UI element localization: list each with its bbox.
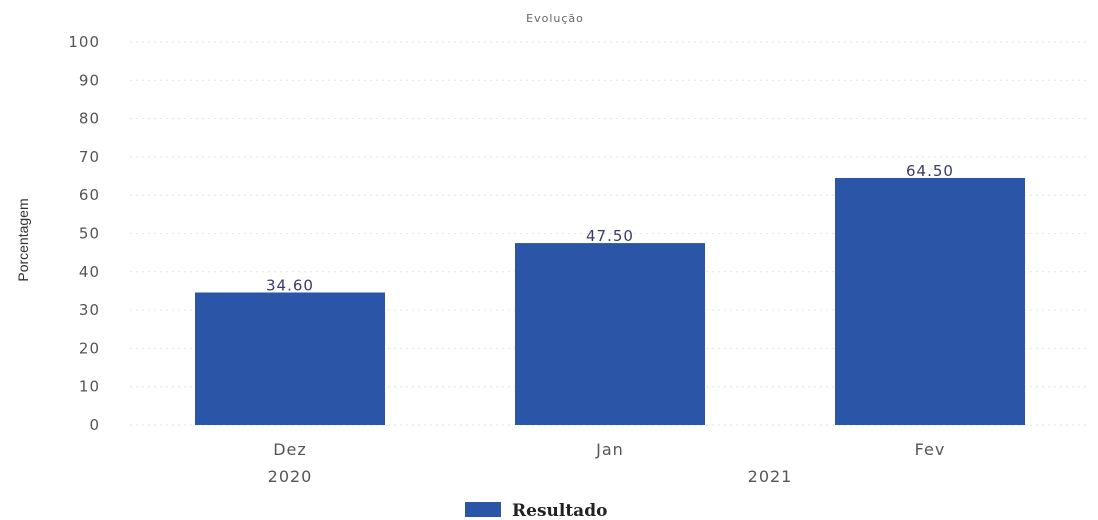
chart-title: Evolução [526, 12, 584, 25]
data-label-dez: 34.60 [266, 276, 314, 294]
y-axis-label: Porcentagem [15, 198, 31, 281]
x-tick-label-dez: Dez [273, 440, 307, 459]
y-tick-label-90: 90 [79, 71, 100, 89]
y-tick-label-10: 10 [79, 378, 100, 396]
year-label-2021: 2021 [748, 467, 793, 486]
y-tick-label-80: 80 [79, 110, 100, 128]
y-tick-label-20: 20 [79, 339, 100, 357]
y-tick-label-60: 60 [79, 186, 100, 204]
y-tick-label-50: 50 [79, 225, 100, 243]
legend-label-resultado: Resultado [512, 501, 607, 520]
y-tick-label-30: 30 [79, 301, 100, 319]
y-axis-ticks: 0 10 20 30 40 50 60 70 80 90 100 [68, 33, 100, 434]
bar-dez [195, 292, 385, 425]
x-tick-label-jan: Jan [595, 440, 624, 459]
x-tick-label-fev: Fev [915, 440, 946, 459]
data-label-fev: 64.50 [906, 162, 954, 180]
y-tick-label-100: 100 [68, 33, 100, 51]
legend-swatch-resultado [465, 502, 501, 517]
y-tick-label-40: 40 [79, 263, 100, 281]
legend: Resultado [465, 501, 607, 520]
y-tick-label-0: 0 [89, 416, 100, 434]
bar-jan [515, 243, 705, 425]
y-tick-label-70: 70 [79, 148, 100, 166]
bars: 34.60 47.50 64.50 [195, 162, 1025, 425]
year-label-2020: 2020 [268, 467, 313, 486]
x-axis-labels: Dez Jan Fev 2020 2021 [268, 440, 946, 486]
bar-fev [835, 177, 1025, 425]
data-label-jan: 47.50 [586, 227, 634, 245]
